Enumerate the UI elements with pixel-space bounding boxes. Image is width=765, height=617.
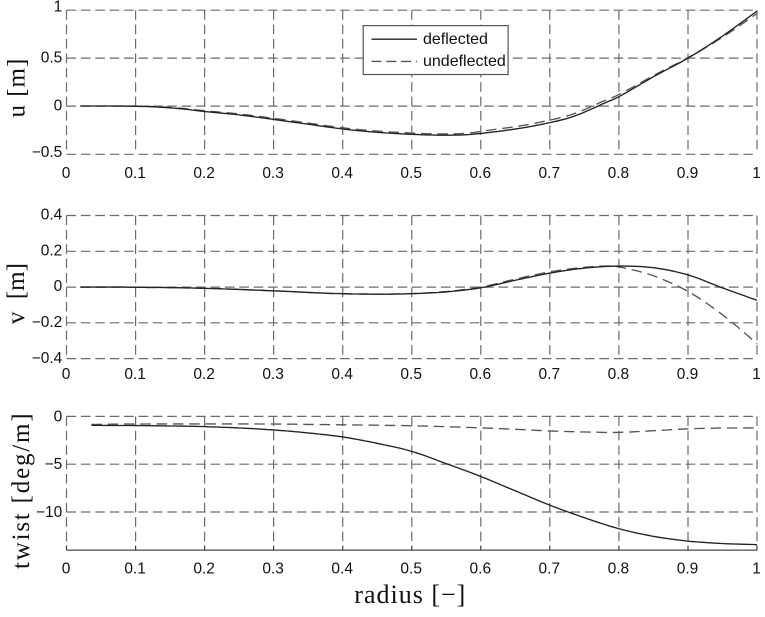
svg-text:0.9: 0.9: [677, 366, 699, 383]
svg-text:0.5: 0.5: [400, 366, 422, 383]
svg-text:1: 1: [752, 366, 761, 383]
svg-text:0.3: 0.3: [262, 165, 284, 182]
svg-text:0.1: 0.1: [124, 165, 146, 182]
svg-text:0.5: 0.5: [400, 561, 422, 578]
svg-text:0.5: 0.5: [41, 49, 63, 66]
svg-text:0.4: 0.4: [331, 366, 353, 383]
svg-text:0.5: 0.5: [400, 165, 422, 182]
svg-text:−5: −5: [45, 456, 63, 473]
svg-text:0.3: 0.3: [262, 366, 284, 383]
svg-text:0.2: 0.2: [193, 561, 215, 578]
svg-text:0.2: 0.2: [41, 243, 63, 260]
svg-text:1: 1: [752, 561, 761, 578]
svg-text:−0.5: −0.5: [32, 144, 63, 161]
svg-text:0.1: 0.1: [124, 561, 146, 578]
svg-text:0.4: 0.4: [331, 561, 353, 578]
svg-text:0.4: 0.4: [331, 165, 353, 182]
svg-text:0.9: 0.9: [677, 561, 699, 578]
svg-text:−10: −10: [36, 504, 63, 521]
svg-text:0: 0: [62, 561, 71, 578]
svg-text:0.6: 0.6: [470, 561, 492, 578]
svg-text:u [m]: u [m]: [4, 58, 31, 118]
svg-text:0.2: 0.2: [193, 366, 215, 383]
svg-text:0.7: 0.7: [539, 561, 561, 578]
svg-text:0: 0: [54, 408, 63, 425]
svg-text:−0.2: −0.2: [32, 314, 63, 331]
svg-text:0.6: 0.6: [470, 165, 492, 182]
svg-text:1: 1: [54, 0, 63, 16]
svg-text:0.8: 0.8: [608, 366, 630, 383]
svg-text:deflected: deflected: [423, 31, 488, 48]
svg-text:0.7: 0.7: [539, 165, 561, 182]
svg-text:0.8: 0.8: [608, 165, 630, 182]
svg-text:−0.4: −0.4: [32, 350, 63, 367]
svg-text:v [m]: v [m]: [3, 263, 30, 324]
svg-text:radius [−]: radius [−]: [354, 580, 466, 609]
svg-text:0.7: 0.7: [539, 366, 561, 383]
svg-text:0: 0: [62, 366, 71, 383]
svg-text:0.2: 0.2: [193, 165, 215, 182]
svg-text:0: 0: [54, 97, 63, 114]
svg-text:0.9: 0.9: [677, 165, 699, 182]
svg-text:0.6: 0.6: [470, 366, 492, 383]
svg-text:0.1: 0.1: [124, 366, 146, 383]
svg-text:0.8: 0.8: [608, 561, 630, 578]
svg-text:undeflected: undeflected: [423, 53, 506, 70]
svg-text:twist [deg/m]: twist [deg/m]: [8, 412, 35, 569]
svg-text:0.3: 0.3: [262, 561, 284, 578]
svg-text:1: 1: [752, 165, 761, 182]
svg-text:0: 0: [62, 165, 71, 182]
svg-text:0: 0: [54, 278, 63, 295]
svg-text:0.4: 0.4: [41, 207, 63, 224]
